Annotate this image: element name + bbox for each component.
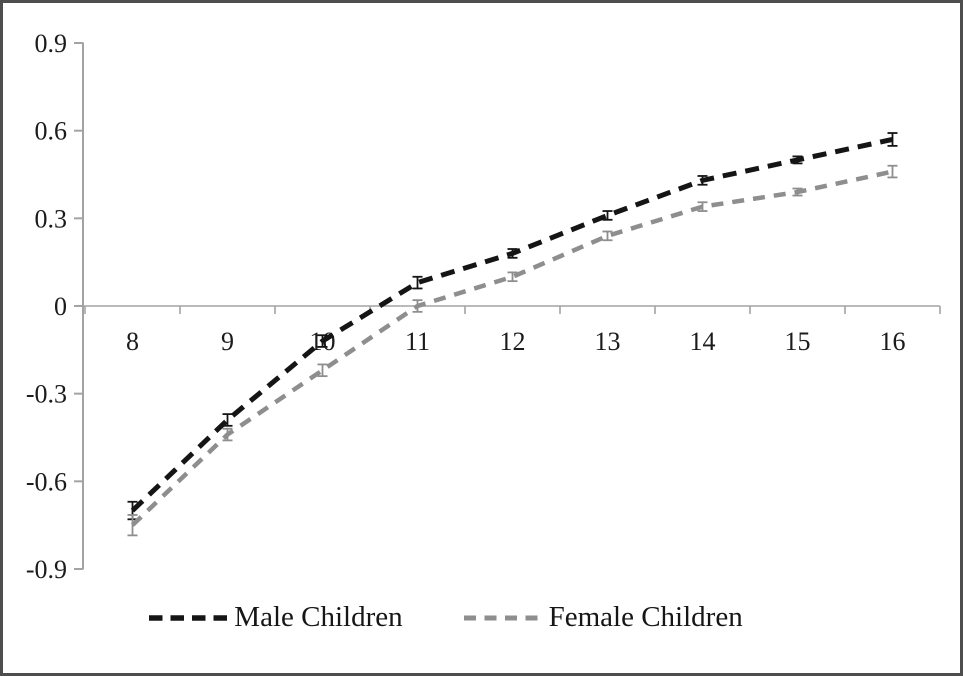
legend-item-male: Male Children: [148, 601, 403, 633]
line-chart: 0.90.60.30-0.3-0.6-0.98 9 10 11 12 13 14 15 16: [26, 29, 941, 584]
y-tick-label: 0: [54, 292, 67, 321]
chart-legend: Male Children Female Children: [3, 603, 960, 632]
x-tick-label: 9: [221, 327, 234, 356]
x-tick-label: 11: [405, 327, 430, 356]
legend-label-male: Male Children: [234, 601, 403, 633]
x-tick-label: 13: [595, 327, 621, 356]
y-tick-label: 0.9: [35, 29, 68, 58]
y-tick-label: -0.9: [26, 555, 67, 584]
y-tick-label: -0.3: [26, 380, 67, 409]
legend-item-female: Female Children: [463, 603, 743, 632]
y-tick-label: 0.3: [35, 204, 68, 233]
male-series-line: [130, 137, 894, 513]
legend-label-female: Female Children: [548, 601, 743, 633]
y-tick-label: -0.6: [26, 467, 67, 496]
x-tick-label: 8: [126, 327, 139, 356]
male-legend-dash-icon: [149, 614, 228, 621]
x-tick-label: 15: [785, 327, 811, 356]
x-tick-label: 14: [690, 327, 716, 356]
female-series-line: [130, 169, 893, 527]
x-tick-label: 16: [880, 327, 906, 356]
female-legend-dash-icon: [463, 615, 542, 620]
x-tick-label: 12: [500, 327, 526, 356]
y-tick-label: 0.6: [35, 117, 68, 146]
